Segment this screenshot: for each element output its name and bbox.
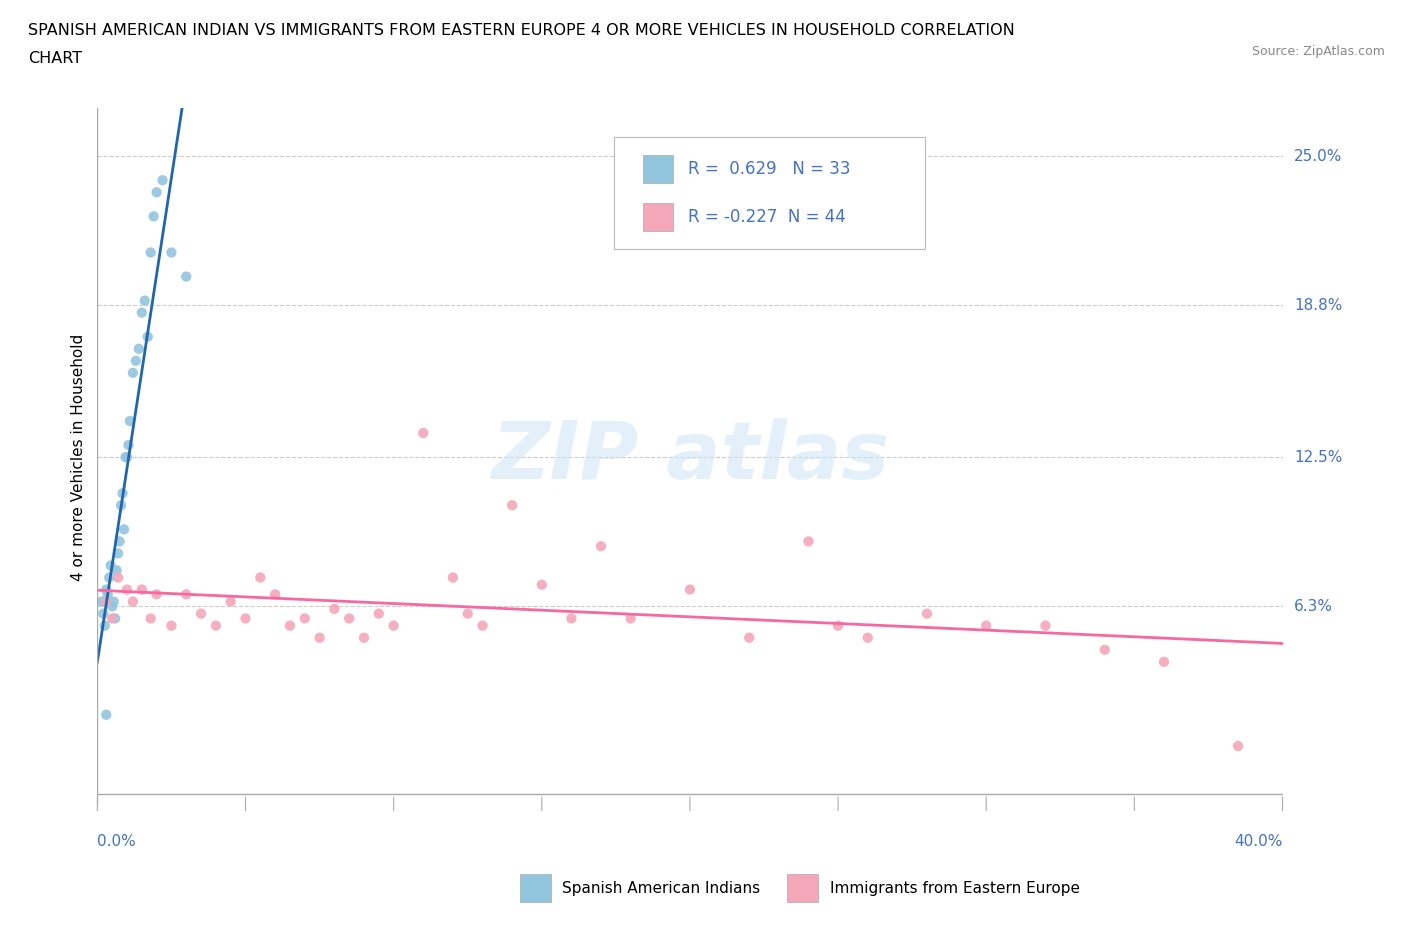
Text: 25.0%: 25.0% [1295, 149, 1343, 164]
Point [412, 426, 434, 441]
Point [174, 269, 197, 284]
Point [117, 438, 139, 453]
Point [96, 708, 118, 723]
Point [139, 611, 162, 626]
Point [382, 618, 405, 633]
Point [122, 365, 145, 380]
Point [471, 618, 494, 633]
Text: Spanish American Indians: Spanish American Indians [562, 881, 761, 896]
Point [96, 582, 118, 597]
Point [115, 582, 138, 597]
Point [827, 618, 849, 633]
Point [174, 587, 197, 602]
Point [1094, 643, 1116, 658]
Point [560, 611, 582, 626]
Point [136, 329, 159, 344]
Point [323, 602, 346, 617]
Text: 6.3%: 6.3% [1295, 599, 1333, 614]
Point [620, 611, 643, 626]
Point [118, 414, 141, 429]
Point [974, 618, 997, 633]
Point [294, 611, 316, 626]
Y-axis label: 4 or more Vehicles in Household: 4 or more Vehicles in Household [72, 334, 86, 580]
Point [112, 522, 135, 537]
Point [103, 594, 125, 609]
Point [142, 209, 165, 224]
Point [679, 582, 702, 597]
Point [353, 631, 375, 645]
Text: Source: ZipAtlas.com: Source: ZipAtlas.com [1251, 45, 1385, 58]
Text: 0.0%: 0.0% [97, 834, 136, 849]
Point [128, 341, 150, 356]
Text: SPANISH AMERICAN INDIAN VS IMMIGRANTS FROM EASTERN EUROPE 4 OR MORE VEHICLES IN : SPANISH AMERICAN INDIAN VS IMMIGRANTS FR… [28, 23, 1015, 38]
Point [98, 570, 121, 585]
Point [91, 606, 114, 621]
Point [100, 558, 122, 573]
Point [131, 582, 153, 597]
Point [160, 245, 183, 259]
Point [915, 606, 938, 621]
Text: Immigrants from Eastern Europe: Immigrants from Eastern Europe [830, 881, 1080, 896]
Point [589, 538, 612, 553]
Point [104, 611, 127, 626]
Point [738, 631, 761, 645]
Text: R = -0.227  N = 44: R = -0.227 N = 44 [688, 207, 845, 226]
Point [1153, 655, 1175, 670]
Point [145, 185, 167, 200]
Point [337, 611, 360, 626]
Point [110, 498, 132, 512]
Point [122, 594, 145, 609]
Point [856, 631, 879, 645]
Point [235, 611, 257, 626]
Point [219, 594, 242, 609]
Point [264, 587, 287, 602]
Point [94, 618, 117, 633]
Point [501, 498, 523, 512]
Text: ZIP atlas: ZIP atlas [491, 418, 889, 496]
Text: R =  0.629   N = 33: R = 0.629 N = 33 [688, 160, 851, 179]
Point [308, 631, 330, 645]
Point [1035, 618, 1057, 633]
Point [367, 606, 389, 621]
Point [101, 599, 124, 614]
Text: 40.0%: 40.0% [1234, 834, 1282, 849]
Point [457, 606, 479, 621]
Text: 12.5%: 12.5% [1295, 449, 1343, 465]
Point [530, 578, 553, 592]
Text: 18.8%: 18.8% [1295, 298, 1343, 312]
Point [111, 485, 134, 500]
Point [152, 173, 174, 188]
Point [441, 570, 464, 585]
Point [1227, 738, 1250, 753]
Point [115, 450, 138, 465]
Point [90, 594, 112, 609]
Point [797, 534, 820, 549]
Point [205, 618, 228, 633]
Point [108, 534, 131, 549]
Point [107, 570, 129, 585]
Point [139, 245, 162, 259]
Point [105, 563, 128, 578]
Point [134, 293, 156, 308]
Point [190, 606, 212, 621]
Point [96, 594, 118, 609]
Point [114, 450, 136, 465]
Point [160, 618, 183, 633]
Text: CHART: CHART [28, 51, 82, 66]
Point [131, 305, 153, 320]
Point [125, 353, 148, 368]
Point [97, 587, 120, 602]
Point [145, 587, 167, 602]
Point [249, 570, 271, 585]
Point [278, 618, 301, 633]
Point [107, 546, 129, 561]
Point [101, 611, 124, 626]
